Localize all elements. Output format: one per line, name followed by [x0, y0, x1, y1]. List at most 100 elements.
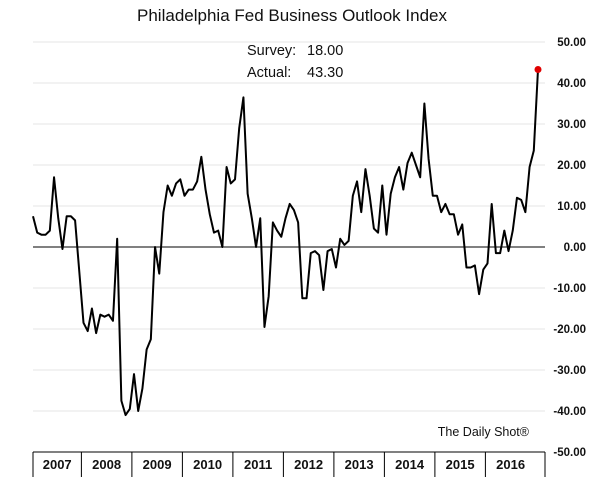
actual-label: Actual: [247, 65, 291, 81]
data-point [171, 195, 173, 197]
data-point [428, 158, 430, 160]
data-point [289, 203, 291, 205]
data-point [398, 166, 400, 168]
data-point [175, 182, 177, 184]
data-point [301, 297, 303, 299]
data-point [217, 230, 219, 232]
data-point [402, 189, 404, 191]
data-point [40, 234, 42, 236]
y-tick-label: 40.00 [557, 78, 586, 90]
data-point [432, 195, 434, 197]
data-point [322, 289, 324, 291]
x-tick-label: 2008 [92, 457, 121, 472]
data-point [280, 236, 282, 238]
data-point [192, 189, 194, 191]
data-point [150, 338, 152, 340]
data-point [449, 213, 451, 215]
data-point [478, 293, 480, 295]
data-point [196, 180, 198, 182]
data-point [129, 408, 131, 410]
data-point [411, 152, 413, 154]
data-point [516, 197, 518, 199]
data-point [369, 195, 371, 197]
data-point [179, 178, 181, 180]
data-point [495, 252, 497, 254]
y-tick-label: -50.00 [553, 447, 586, 459]
y-tick-label: 0.00 [564, 242, 586, 254]
data-point [491, 203, 493, 205]
data-point [36, 232, 38, 234]
data-point [49, 230, 51, 232]
data-point [293, 209, 295, 211]
x-tick-label: 2009 [143, 457, 172, 472]
source-label: The Daily Shot® [438, 425, 530, 439]
data-point [457, 234, 459, 236]
data-point [386, 234, 388, 236]
series-line [32, 69, 539, 417]
data-point [141, 387, 143, 389]
data-point [230, 182, 232, 184]
data-point [74, 219, 76, 221]
data-point [314, 250, 316, 252]
x-tick-label: 2012 [294, 457, 323, 472]
data-point [512, 230, 514, 232]
data-point [66, 215, 68, 217]
data-point [263, 326, 265, 328]
data-point [356, 180, 358, 182]
data-point [112, 320, 114, 322]
data-point [297, 221, 299, 223]
data-point [205, 189, 207, 191]
data-point [482, 269, 484, 271]
data-point [343, 244, 345, 246]
data-point [335, 267, 337, 269]
x-tick-label: 2015 [446, 457, 475, 472]
data-point [419, 176, 421, 178]
data-point [331, 248, 333, 250]
data-point [423, 103, 425, 105]
data-point [377, 232, 379, 234]
y-tick-label: 30.00 [557, 119, 586, 131]
data-point [474, 264, 476, 266]
y-tick-label: 20.00 [557, 160, 586, 172]
data-point [364, 168, 366, 170]
data-point [251, 217, 253, 219]
y-tick-label: -40.00 [553, 406, 586, 418]
data-point [285, 217, 287, 219]
survey-label: Survey: [247, 43, 296, 59]
data-point [318, 254, 320, 256]
data-point [162, 211, 164, 213]
y-tick-label: -30.00 [553, 365, 586, 377]
data-point [453, 213, 455, 215]
data-point [99, 314, 101, 316]
y-tick-label: 50.00 [557, 37, 586, 49]
data-point [87, 330, 89, 332]
data-point [440, 211, 442, 213]
data-point [533, 150, 535, 152]
data-point [61, 248, 63, 250]
data-point [465, 267, 467, 269]
data-point [146, 349, 148, 351]
data-point [108, 314, 110, 316]
data-point [381, 185, 383, 187]
data-point [95, 332, 97, 334]
data-point [78, 271, 80, 273]
data-point [226, 166, 228, 168]
data-point [444, 203, 446, 205]
data-point [499, 252, 501, 254]
data-point [45, 234, 47, 236]
data-point [116, 238, 118, 240]
data-point [461, 223, 463, 225]
y-tick-label: 10.00 [557, 201, 586, 213]
data-point [306, 297, 308, 299]
data-point [508, 250, 510, 252]
data-point [348, 240, 350, 242]
data-point [83, 322, 85, 324]
data-point [133, 373, 135, 375]
x-tick-label: 2014 [395, 457, 425, 472]
data-point [529, 166, 531, 168]
x-tick-label: 2011 [244, 457, 272, 472]
data-point [276, 230, 278, 232]
actual-value: 43.30 [307, 65, 343, 81]
data-point [120, 400, 122, 402]
